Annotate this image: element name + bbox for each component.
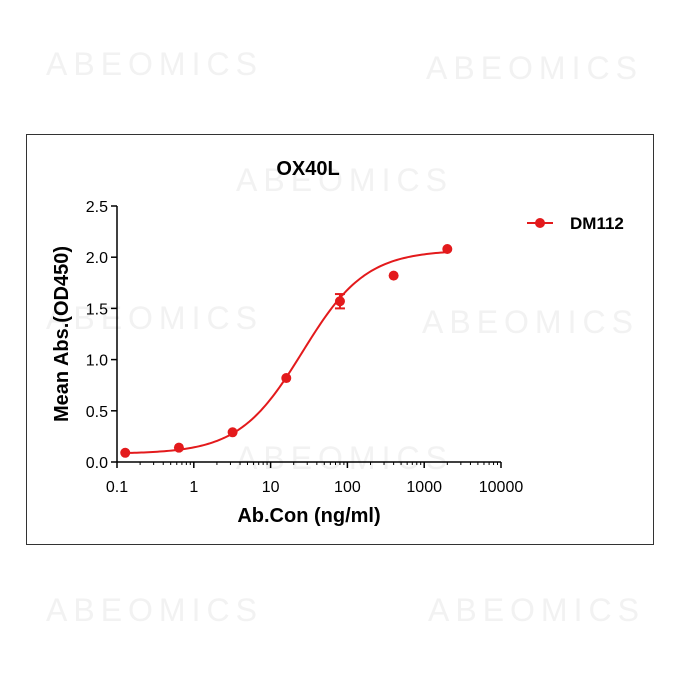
y-tick-label: 1.5 — [86, 301, 108, 318]
data-point — [442, 244, 453, 255]
data-points — [120, 244, 453, 458]
x-tick-label: 1000 — [406, 479, 442, 496]
x-axis: 0.1 1 10 100 1000 10000 — [106, 461, 524, 496]
data-point — [227, 427, 238, 438]
x-tick-label: 1 — [189, 479, 198, 496]
y-axis: 0.0 0.5 1.0 1.5 2.0 2.5 — [86, 199, 118, 472]
y-tick-label: 1.0 — [86, 353, 108, 370]
x-tick-label: 10 — [262, 479, 280, 496]
data-point — [173, 442, 184, 453]
legend-label-dm112: DM112 — [570, 214, 624, 233]
data-point — [334, 296, 345, 307]
data-point — [281, 373, 292, 384]
fit-curve-dm112 — [125, 251, 448, 455]
x-axis-title: Ab.Con (ng/ml) — [237, 505, 380, 527]
x-tick-label: 100 — [334, 479, 361, 496]
chart-frame — [26, 134, 654, 545]
data-point — [120, 447, 131, 458]
x-tick-label: 0.1 — [106, 479, 128, 496]
y-axis-title: Mean Abs.(OD450) — [51, 246, 73, 422]
y-tick-label: 2.0 — [86, 250, 108, 267]
legend: DM112 — [527, 214, 624, 233]
data-point — [388, 270, 399, 281]
y-tick-label: 2.5 — [86, 199, 108, 216]
y-tick-label: 0.0 — [86, 455, 108, 472]
chart-title: OX40L — [276, 158, 339, 180]
legend-marker-dm112 — [535, 218, 545, 228]
x-tick-label: 10000 — [479, 479, 524, 496]
y-tick-label: 0.5 — [86, 404, 108, 421]
